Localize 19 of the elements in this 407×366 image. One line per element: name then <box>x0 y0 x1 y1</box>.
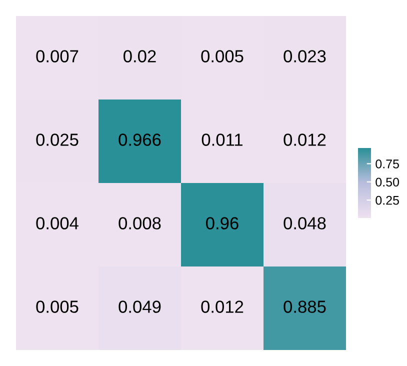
data-label: 0.012 <box>284 134 326 146</box>
data-label: 0.005 <box>201 50 244 62</box>
data-label: 0.007 <box>36 50 78 62</box>
data-label: 0.012 <box>201 300 244 313</box>
data-label: 0.008 <box>118 217 161 230</box>
data-label: 0.96 <box>206 217 238 230</box>
color-bar-label: 0.75 <box>376 160 399 168</box>
data-label: 0.02 <box>124 50 156 62</box>
data-label: 0.005 <box>36 300 78 313</box>
data-label: 0.004 <box>36 217 78 230</box>
data-label: 0.023 <box>284 50 326 62</box>
data-label: 0.048 <box>284 217 326 230</box>
data-label: 0.025 <box>36 134 78 146</box>
data-label: 0.049 <box>118 300 161 313</box>
color-bar-label: 0.25 <box>376 196 399 205</box>
color-bar-label: 0.50 <box>376 178 400 187</box>
data-label: 0.966 <box>118 134 161 146</box>
data-label: 0.885 <box>284 300 326 313</box>
data-label: 0.011 <box>202 134 242 146</box>
